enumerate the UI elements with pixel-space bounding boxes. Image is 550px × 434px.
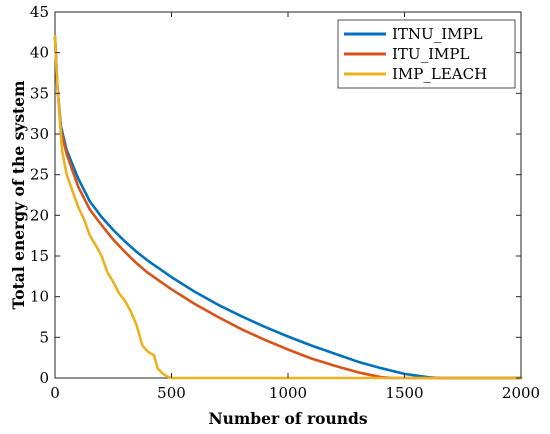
y-tick-label: 40 bbox=[30, 44, 49, 62]
axis-layer: 0 500 1000 1500 2000 0 5 10 15 20 25 30 35 40 45 bbox=[30, 3, 540, 402]
x-tick-label: 2000 bbox=[502, 384, 540, 402]
legend-label: ITU_IMPL bbox=[392, 45, 469, 63]
y-tick-label: 30 bbox=[30, 125, 49, 143]
y-tick-label: 35 bbox=[30, 84, 49, 102]
legend-label: ITNU_IMPL bbox=[392, 25, 483, 43]
series-layer bbox=[53, 35, 523, 380]
x-tick-label: 0 bbox=[50, 384, 60, 402]
y-tick-label: 10 bbox=[30, 288, 49, 306]
series-line-itu-impl bbox=[53, 35, 523, 380]
x-tick-label: 500 bbox=[157, 384, 186, 402]
x-tick-label: 1000 bbox=[269, 384, 307, 402]
y-tick-label: 25 bbox=[30, 166, 49, 184]
x-axis-title: Number of rounds bbox=[208, 409, 367, 428]
y-tick-label: 5 bbox=[39, 328, 49, 346]
series-line-imp-leach bbox=[53, 35, 523, 380]
y-tick-label: 45 bbox=[30, 3, 49, 21]
legend: ITNU_IMPL ITU_IMPL IMP_LEACH bbox=[337, 19, 516, 89]
x-tick-label: 1500 bbox=[385, 384, 423, 402]
y-tick-label: 20 bbox=[30, 206, 49, 224]
y-tick-label: 0 bbox=[39, 369, 49, 387]
legend-label: IMP_LEACH bbox=[392, 65, 487, 83]
y-tick-label: 15 bbox=[30, 247, 49, 265]
y-axis-title: Total energy of the system bbox=[9, 80, 28, 310]
